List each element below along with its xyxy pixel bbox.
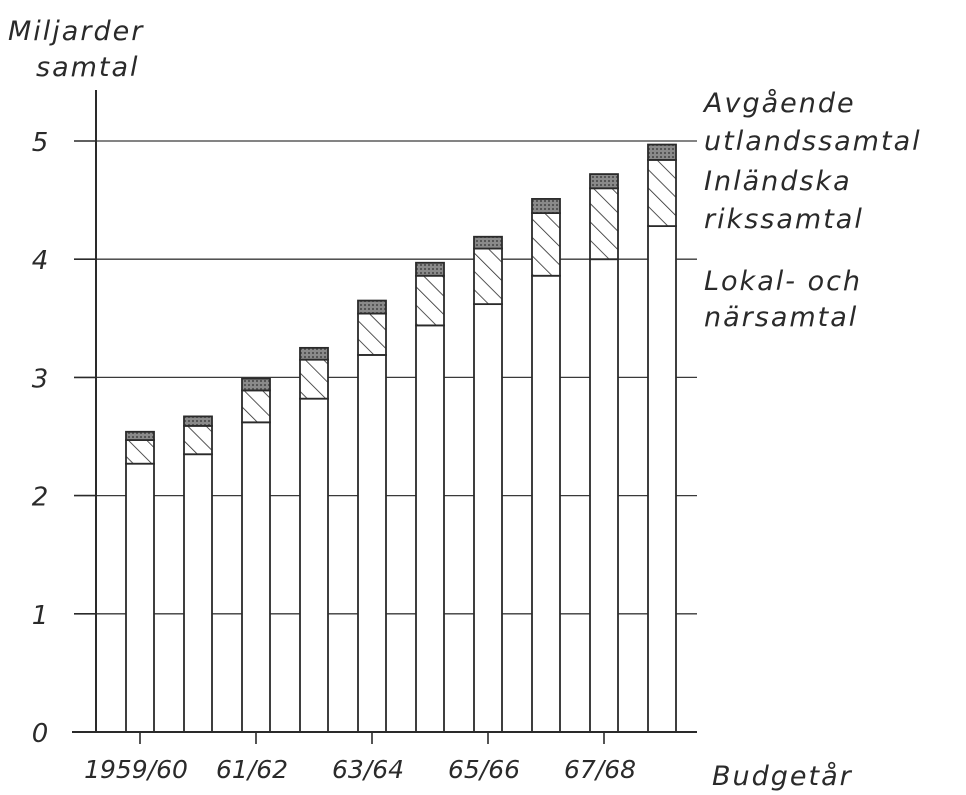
bar-segment-utland-6 — [473, 235, 503, 250]
x-tick-label-2: 63/64 — [332, 755, 404, 784]
bar-4 — [357, 299, 387, 733]
bar-segment-lokal-1 — [183, 453, 213, 733]
bar-segment-inlandska-6 — [473, 247, 503, 306]
bar-7 — [531, 198, 561, 733]
bar-segment-lokal-9 — [647, 225, 677, 733]
x-tick-label-3: 65/66 — [448, 755, 520, 784]
bar-segment-utland-3 — [299, 346, 329, 361]
bar-segment-utland-4 — [357, 299, 387, 315]
bar-segment-inlandska-5 — [415, 274, 445, 327]
bar-1 — [183, 415, 213, 733]
y-tick-label-2: 2 — [32, 483, 49, 513]
bar-segment-utland-0 — [125, 430, 155, 441]
bar-segment-utland-2 — [241, 377, 271, 392]
bar-segment-lokal-5 — [415, 324, 445, 733]
y-tick-label-0: 0 — [32, 719, 49, 749]
bar-8 — [589, 173, 619, 733]
legend-label-avgaende-line-2: utlandssamtal — [704, 126, 922, 157]
bar-segment-lokal-4 — [357, 354, 387, 733]
bar-segment-utland-9 — [647, 143, 677, 161]
bar-segment-lokal-2 — [241, 421, 271, 733]
bar-segment-inlandska-3 — [299, 358, 329, 400]
x-tick-label-0: 1959/60 — [84, 755, 188, 784]
y-axis-label-line-1: Miljarder — [8, 16, 144, 47]
y-tick-label-1: 1 — [32, 601, 49, 631]
bar-3 — [299, 346, 329, 733]
legend-label-avgaende-line-1: Avgående — [702, 88, 856, 119]
y-tick-label-4: 4 — [32, 246, 49, 276]
legend: Avgående utlandssamtal Inländska rikssam… — [702, 88, 922, 333]
bar-segment-inlandska-4 — [357, 312, 387, 356]
y-ticks: 0 1 2 3 4 5 — [32, 128, 96, 749]
bar-segment-inlandska-9 — [647, 159, 677, 228]
legend-label-lokal-line-1: Lokal- och — [704, 266, 862, 297]
bar-6 — [473, 235, 503, 733]
y-axis-label-line-2: samtal — [36, 52, 140, 83]
bar-segment-inlandska-7 — [531, 212, 561, 277]
bar-5 — [415, 261, 445, 733]
bar-segment-utland-7 — [531, 198, 561, 215]
bar-segment-utland-5 — [415, 261, 445, 277]
x-ticks: 1959/60 61/62 63/64 65/66 67/68 — [84, 732, 636, 784]
bar-segment-lokal-8 — [589, 258, 619, 733]
bars — [125, 143, 677, 733]
y-axis-label: Miljarder samtal — [8, 16, 144, 83]
bar-segment-inlandska-1 — [183, 424, 213, 456]
y-tick-label-3: 3 — [32, 364, 49, 394]
bar-segment-lokal-7 — [531, 274, 561, 733]
bar-segment-utland-1 — [183, 415, 213, 427]
bar-segment-inlandska-8 — [589, 187, 619, 261]
bar-segment-utland-8 — [589, 173, 619, 190]
bar-9 — [647, 143, 677, 733]
bar-0 — [125, 430, 155, 733]
bar-segment-lokal-6 — [473, 303, 503, 733]
x-axis-label: Budgetår — [712, 761, 853, 792]
x-tick-label-4: 67/68 — [564, 755, 636, 784]
axes — [72, 90, 697, 733]
legend-label-lokal-line-2: närsamtal — [704, 302, 858, 333]
bar-segment-inlandska-2 — [241, 389, 271, 424]
x-tick-label-1: 61/62 — [216, 755, 288, 784]
bar-segment-inlandska-0 — [125, 439, 155, 465]
legend-label-inlandska-line-2: rikssamtal — [704, 204, 864, 235]
legend-label-inlandska-line-1: Inländska — [704, 166, 852, 197]
bar-segment-lokal-0 — [125, 462, 155, 733]
bar-segment-lokal-3 — [299, 397, 329, 733]
y-tick-label-5: 5 — [32, 128, 49, 158]
bar-2 — [241, 377, 271, 733]
